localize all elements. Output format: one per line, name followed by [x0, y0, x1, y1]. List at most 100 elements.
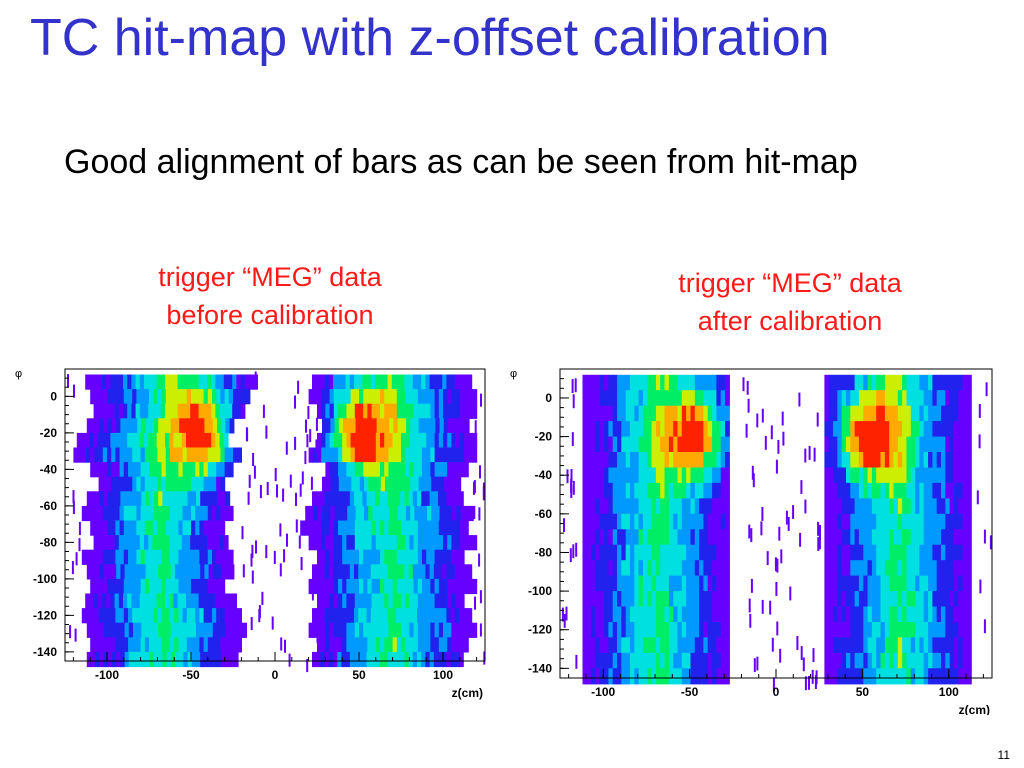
heatmap-cell [928, 405, 933, 422]
heatmap-cell [634, 452, 640, 469]
heatmap-cell [120, 622, 126, 638]
heatmap-cell [677, 591, 683, 608]
heatmap-cell [112, 418, 117, 434]
heatmap-cell [317, 447, 322, 463]
heatmap-cell [451, 520, 457, 536]
heatmap-cell [98, 447, 104, 463]
heatmap-stray-hit [294, 436, 297, 450]
heatmap-cell [858, 467, 864, 484]
heatmap-cell [608, 436, 614, 453]
heatmap-cell [135, 535, 141, 551]
heatmap-cell [954, 529, 959, 546]
heatmap-cell [355, 476, 361, 492]
heatmap-cell [725, 482, 730, 499]
heatmap-cell [333, 374, 338, 390]
heatmap-cell [111, 389, 116, 405]
heatmap-cell [958, 606, 964, 623]
heatmap-cell [388, 520, 394, 536]
heatmap-cell [140, 476, 146, 492]
heatmap-cell [366, 564, 372, 580]
heatmap-cell [111, 447, 116, 463]
heatmap-cell [330, 476, 336, 492]
heatmap-cell [430, 622, 436, 638]
heatmap-cell [177, 403, 183, 419]
heatmap-stray-hit [978, 434, 981, 449]
heatmap-cell [871, 421, 877, 438]
heatmap-cell [141, 564, 147, 580]
heatmap-cell [945, 374, 951, 391]
heatmap-cell [625, 575, 631, 592]
heatmap-cell [673, 529, 679, 546]
heatmap-cell [464, 535, 469, 551]
heatmap-cell [203, 549, 209, 565]
heatmap-cell [338, 432, 343, 449]
heatmap-cell [586, 498, 592, 515]
heatmap-cell [418, 418, 424, 434]
heatmap-cell [642, 591, 648, 608]
heatmap-cell [686, 575, 691, 592]
heatmap-cell [363, 403, 368, 419]
heatmap-cell [617, 498, 622, 515]
heatmap-cell [677, 374, 683, 391]
heatmap-cell [630, 652, 635, 669]
heatmap-cell [906, 452, 912, 469]
heatmap-cell [936, 591, 942, 608]
heatmap-cell [426, 462, 431, 478]
heatmap-stray-hit [563, 518, 565, 533]
heatmap-cell [858, 529, 864, 546]
heatmap-cell [438, 535, 444, 551]
heatmap-cell [114, 432, 120, 449]
heatmap-cell [660, 498, 666, 515]
heatmap-cell [132, 608, 137, 624]
heatmap-cell [586, 560, 592, 577]
heatmap-cell [958, 467, 964, 484]
heatmap-cell [651, 575, 657, 592]
heatmap-stray-hit [310, 476, 313, 490]
heatmap-cell [582, 513, 588, 530]
heatmap-cell [137, 622, 142, 638]
heatmap-cell [928, 637, 933, 654]
heatmap-stray-hit [316, 630, 319, 644]
heatmap-stray-hit [787, 517, 790, 531]
heatmap-cell [591, 374, 596, 391]
heatmap-cell [954, 436, 959, 453]
heatmap-cell [384, 403, 389, 419]
heatmap-cell [396, 520, 402, 536]
heatmap-cell [451, 535, 457, 551]
heatmap-cell [426, 535, 431, 551]
heatmap-cell [81, 608, 87, 624]
heatmap-cell [325, 593, 331, 609]
heatmap-stray-hit [756, 413, 759, 428]
heatmap-cell [468, 447, 473, 463]
heatmap-cell [712, 560, 717, 577]
heatmap-cell [941, 544, 946, 561]
heatmap-cell [324, 374, 330, 390]
heatmap-cell [915, 606, 920, 623]
heatmap-cell [923, 668, 929, 685]
heatmap-cell [123, 549, 129, 565]
heatmap-cell [962, 622, 968, 639]
heatmap-cell [454, 374, 460, 390]
heatmap-cell [828, 606, 834, 623]
heatmap-cell [625, 498, 631, 515]
heatmap-cell [699, 544, 704, 561]
heatmap-cell [966, 421, 972, 438]
heatmap-cell [132, 520, 137, 536]
heatmap-cell [144, 637, 150, 653]
heatmap-cell [430, 637, 436, 653]
heatmap-cell [591, 560, 596, 577]
heatmap-cell [181, 593, 187, 609]
heatmap-cell [94, 549, 100, 565]
heatmap-cell [347, 505, 352, 522]
heatmap-cell [464, 403, 469, 419]
heatmap-cell [93, 535, 99, 551]
heatmap-cell [906, 529, 912, 546]
heatmap-cell [686, 529, 691, 546]
heatmap-cell [438, 593, 444, 609]
heatmap-cell [379, 651, 384, 668]
heatmap-cell [136, 505, 142, 522]
heatmap-cell [426, 432, 431, 449]
heatmap-cell [433, 374, 439, 390]
heatmap-cell [443, 447, 448, 463]
heatmap-cell [165, 462, 171, 478]
